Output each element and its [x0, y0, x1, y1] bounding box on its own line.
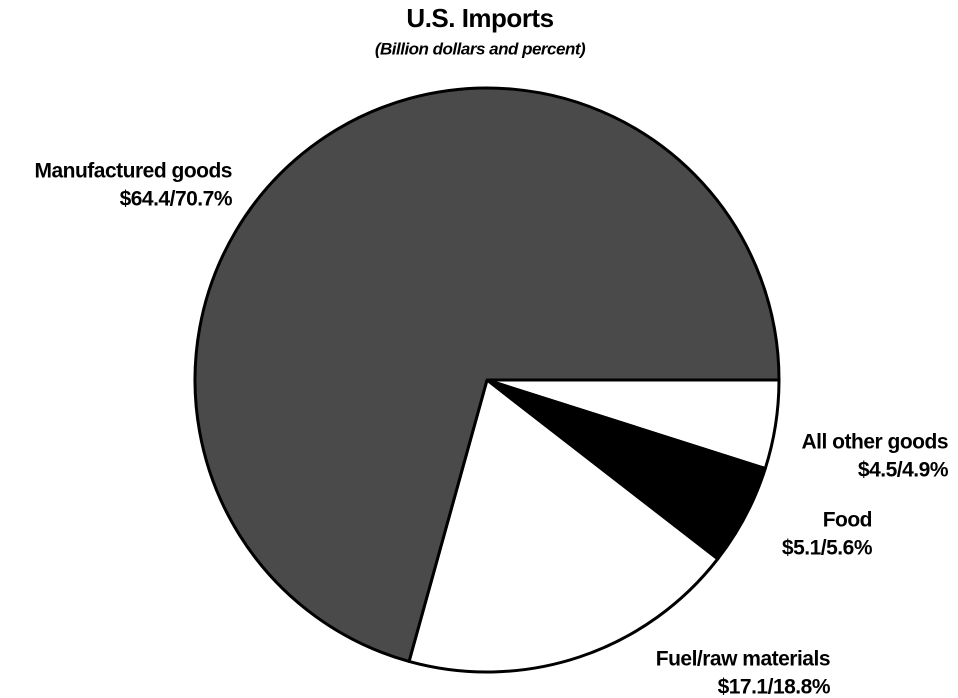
value-label: $5.1/5.6% [782, 537, 873, 560]
pie-slice [193, 86, 781, 663]
value-label: $17.1/18.8% [718, 676, 831, 698]
slice-label: Food [823, 509, 872, 532]
value-label: $4.5/4.9% [858, 459, 949, 482]
slice-label: All other goods [802, 431, 949, 454]
value-label: $64.4/70.7% [120, 188, 233, 211]
chart-subtitle: (Billion dollars and percent) [375, 39, 586, 58]
chart-title: U.S. Imports [406, 3, 553, 33]
slice-label: Manufactured goods [34, 160, 232, 183]
pie-slice [407, 378, 720, 674]
slice-label: Fuel/raw materials [656, 648, 830, 671]
